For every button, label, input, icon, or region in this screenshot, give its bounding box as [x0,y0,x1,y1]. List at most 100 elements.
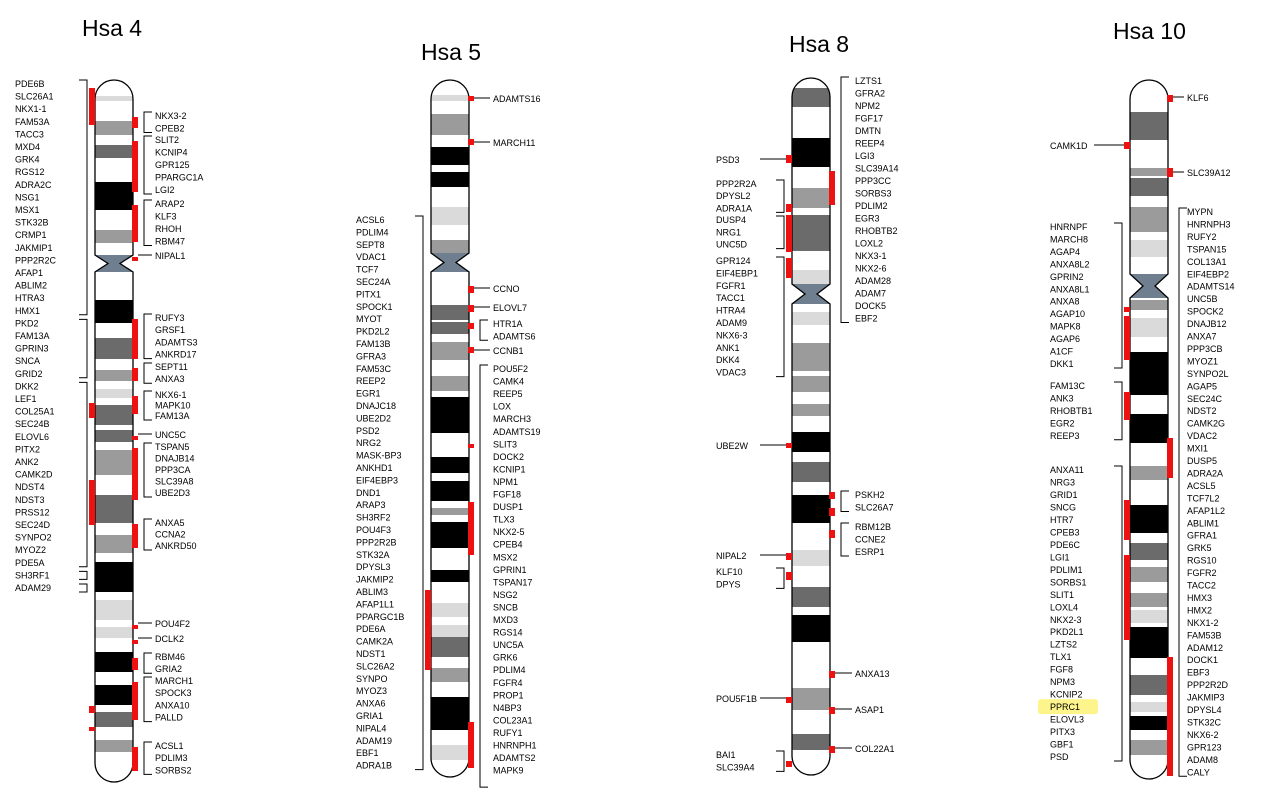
gene-label-right: RGS10 [1187,556,1217,566]
gene-label-right: ADAMTS19 [493,427,541,437]
gene-label-right: RGS14 [493,628,523,638]
gene-label-right: UNC5C [155,430,187,440]
gene-label-left: DUSP4 [716,215,746,225]
marker-right [829,746,835,753]
gene-label-right: MYPN [1187,207,1213,217]
marker-right [468,323,474,329]
gene-label-left: NRG3 [1050,477,1075,487]
marker-right [468,502,474,555]
gene-label-left: PPRC1 [1050,702,1080,712]
gene-label-right: ADAM7 [855,289,886,299]
chromosome-band [95,182,133,210]
gene-label-right: NPM1 [493,477,518,487]
gene-label-left: PRSS12 [15,507,50,517]
gene-label-left: UBE2D2 [356,413,391,423]
gene-label-left: PSD2 [356,426,380,436]
gene-label-right: MAPK10 [155,401,191,411]
marker-right [132,747,138,771]
gene-label-right: NIPAL1 [155,251,185,261]
chromosome-band [431,637,469,657]
chromosome-band [792,688,830,710]
gene-label-left: EIF4EBP3 [356,475,398,485]
chromosome-band [431,522,469,548]
gene-label-right: FGFR4 [493,678,523,688]
gene-label-right: LGI3 [855,151,875,161]
gene-label-left: NDST3 [15,495,45,505]
gene-label-left: LGI1 [1050,552,1070,562]
chromosome-band [95,370,133,381]
gene-label-right: LOXL2 [855,239,883,249]
chromosome-1: ACSL6 PDLIM4 SEPT8 VDAC1 TCF7 SEC24A PITX1 SPOC… [356,79,541,788]
gene-label-right: ASAP1 [855,705,884,715]
marker-left [89,727,95,731]
gene-label-right: COL23A1 [493,715,533,725]
gene-label-right: CAMK4 [493,377,524,387]
gene-label-left: TACC3 [15,129,44,139]
gene-label-right: GPRIN1 [493,565,527,575]
gene-label-left: HTRA3 [15,293,45,303]
marker-left [786,155,792,163]
gene-label-right: DOCK2 [493,452,524,462]
chromosome-band [95,600,133,620]
chromosome-band [95,121,133,135]
marker-left [89,403,95,418]
gene-label-left: PPP2R2B [356,537,397,547]
marker-right [468,347,474,353]
gene-label-right: SPOCK3 [155,688,192,698]
gene-label-left: MYOZ3 [356,686,387,696]
marker-left [786,443,792,448]
centromere [95,255,133,272]
gene-label-right: HNRNPH1 [493,741,537,751]
chromosome-band [792,343,830,371]
bracket-left [79,318,88,379]
gene-label-left: DNAJC18 [356,401,396,411]
chromosome-band [431,240,469,253]
gene-label-left: MSX1 [15,205,40,215]
gene-label-left: ADRA2C [15,180,52,190]
chromosome-band [792,432,830,452]
gene-label-right: POU5F2 [493,364,528,374]
bracket-right [143,135,152,195]
gene-label-left: UNC5D [716,240,748,250]
gene-label-right: N4BP3 [493,703,522,713]
band-group [431,95,469,760]
chromosome-band [95,430,133,442]
gene-label-right: TSPAN5 [155,442,189,452]
chromosome-3: CAMK1D HNRNPF MARCH8 AGAP4 ANXA8L2 GPRIN2 ANXA… [1038,79,1235,780]
gene-label-right: MARCH11 [493,138,535,148]
chromosome-band [431,570,469,582]
gene-label-right: TSPAN15 [1187,244,1226,254]
gene-label-right: LOX [493,402,511,412]
marker-right [829,707,835,714]
marker-right [829,671,835,678]
chromosome-band [1130,505,1168,533]
gene-label-left: NIPAL4 [356,723,386,733]
gene-label-left: SLC26A1 [15,92,54,102]
gene-label-right: DNAJB12 [1187,319,1227,329]
gene-label-right: FGF18 [493,490,521,500]
gene-label-right: GFRA1 [1187,531,1217,541]
gene-label-left: PKD2L1 [1050,627,1084,637]
chromosome-band [1130,610,1168,623]
gene-label-left: NIPAL2 [716,551,746,561]
gene-label-right: NKX6-2 [1187,730,1219,740]
chromosome-band [792,462,830,482]
gene-label-left: SPOCK1 [356,302,393,312]
chromosome-band [1130,318,1168,337]
gene-label-right: CPEB4 [493,540,523,550]
gene-label-right: ACSL1 [155,741,184,751]
chromosome-band [1130,702,1168,712]
gene-label-right: COL13A1 [1187,257,1227,267]
gene-label-left: ADRA1A [716,203,752,213]
gene-label-right: SPOCK2 [1187,307,1224,317]
gene-label-right: SORBS2 [155,765,192,775]
gene-label-right: GRK6 [493,653,518,663]
chromosome-title-hsa8: Hsa 8 [789,31,850,57]
gene-label-right: PPP3CC [855,176,892,186]
bracket-right [143,111,152,133]
gene-label-left: KCNIP2 [1050,690,1083,700]
chromosome-band [431,625,469,637]
marker-right [468,444,474,448]
gene-label-left: ACSL6 [356,215,385,225]
